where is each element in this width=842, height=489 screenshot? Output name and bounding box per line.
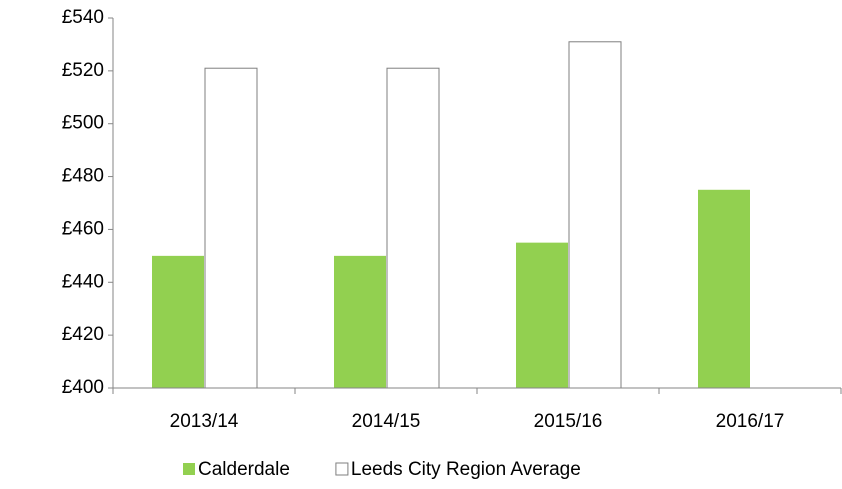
- bar: [334, 255, 386, 388]
- legend-swatch: [335, 462, 349, 476]
- y-tick-label: £400: [62, 377, 104, 398]
- y-tick-label: £460: [62, 218, 104, 239]
- bar: [204, 67, 258, 389]
- x-tick-label: 2015/16: [534, 411, 603, 432]
- y-tick-label: £520: [62, 60, 104, 81]
- bar: [516, 242, 568, 388]
- bar: [386, 67, 440, 389]
- legend-swatch: [183, 463, 195, 475]
- y-tick-label: £540: [62, 7, 104, 28]
- y-tick-label: £500: [62, 113, 104, 134]
- legend-label: Calderdale: [198, 459, 290, 480]
- x-tick-label: 2013/14: [170, 411, 239, 432]
- bar: [698, 189, 750, 388]
- y-tick-label: £420: [62, 324, 104, 345]
- bar: [152, 255, 204, 388]
- legend-label: Leeds City Region Average: [351, 459, 581, 480]
- bar: [568, 41, 622, 389]
- y-tick-label: £440: [62, 271, 104, 292]
- y-tick-label: £480: [62, 166, 104, 187]
- x-tick-label: 2014/15: [352, 411, 421, 432]
- x-tick-label: 2016/17: [716, 411, 785, 432]
